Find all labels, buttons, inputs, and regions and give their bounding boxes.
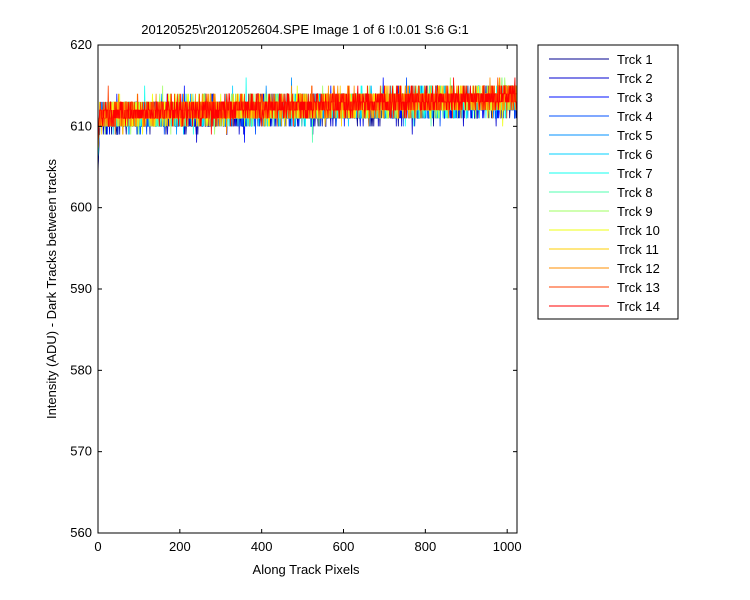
series-group xyxy=(97,77,517,176)
y-tick-label: 580 xyxy=(70,362,92,377)
x-tick-label: 800 xyxy=(414,539,436,554)
legend-label-5: Trck 5 xyxy=(617,128,653,143)
x-tick-label: 0 xyxy=(94,539,101,554)
chart-title: 20120525\r2012052604.SPE Image 1 of 6 I:… xyxy=(141,22,468,37)
legend-label-1: Trck 1 xyxy=(617,52,653,67)
legend-box xyxy=(537,44,679,320)
legend-label-14: Trck 14 xyxy=(617,299,660,314)
legend-label-2: Trck 2 xyxy=(617,71,653,86)
legend-label-8: Trck 8 xyxy=(617,185,653,200)
legend-label-9: Trck 9 xyxy=(617,204,653,219)
y-tick-label: 560 xyxy=(70,525,92,540)
y-tick-label: 600 xyxy=(70,200,92,215)
y-axis-label: Intensity (ADU) - Dark Tracks between tr… xyxy=(44,158,59,419)
legend-label-3: Trck 3 xyxy=(617,90,653,105)
legend-entries: Trck 1 Trck 2 Trck 3 Trck 4 Trck 5 Trck 6 Trck… xyxy=(549,52,660,314)
legend: Trck 1 Trck 2 Trck 3 Trck 4 Trck 5 Trck 6 Trck… xyxy=(537,44,679,320)
x-axis-label: Along Track Pixels xyxy=(253,562,360,577)
legend-label-7: Trck 7 xyxy=(617,166,653,181)
series-line-14 xyxy=(97,77,517,143)
y-tick-label: 620 xyxy=(70,37,92,52)
y-axis-ticks: 560 570 580 590 600 610 620 xyxy=(70,37,517,540)
x-tick-label: 400 xyxy=(251,539,273,554)
legend-label-11: Trck 11 xyxy=(617,242,659,257)
legend-label-12: Trck 12 xyxy=(617,261,660,276)
y-tick-label: 590 xyxy=(70,281,92,296)
y-tick-label: 570 xyxy=(70,444,92,459)
legend-label-10: Trck 10 xyxy=(617,223,660,238)
x-tick-label: 200 xyxy=(169,539,191,554)
y-tick-label: 610 xyxy=(70,118,92,133)
x-axis-ticks: 0 200 400 600 800 1000 xyxy=(94,45,522,554)
legend-label-4: Trck 4 xyxy=(617,109,653,124)
x-tick-label: 1000 xyxy=(493,539,522,554)
legend-label-6: Trck 6 xyxy=(617,147,653,162)
legend-label-13: Trck 13 xyxy=(617,280,660,295)
x-tick-label: 600 xyxy=(333,539,355,554)
